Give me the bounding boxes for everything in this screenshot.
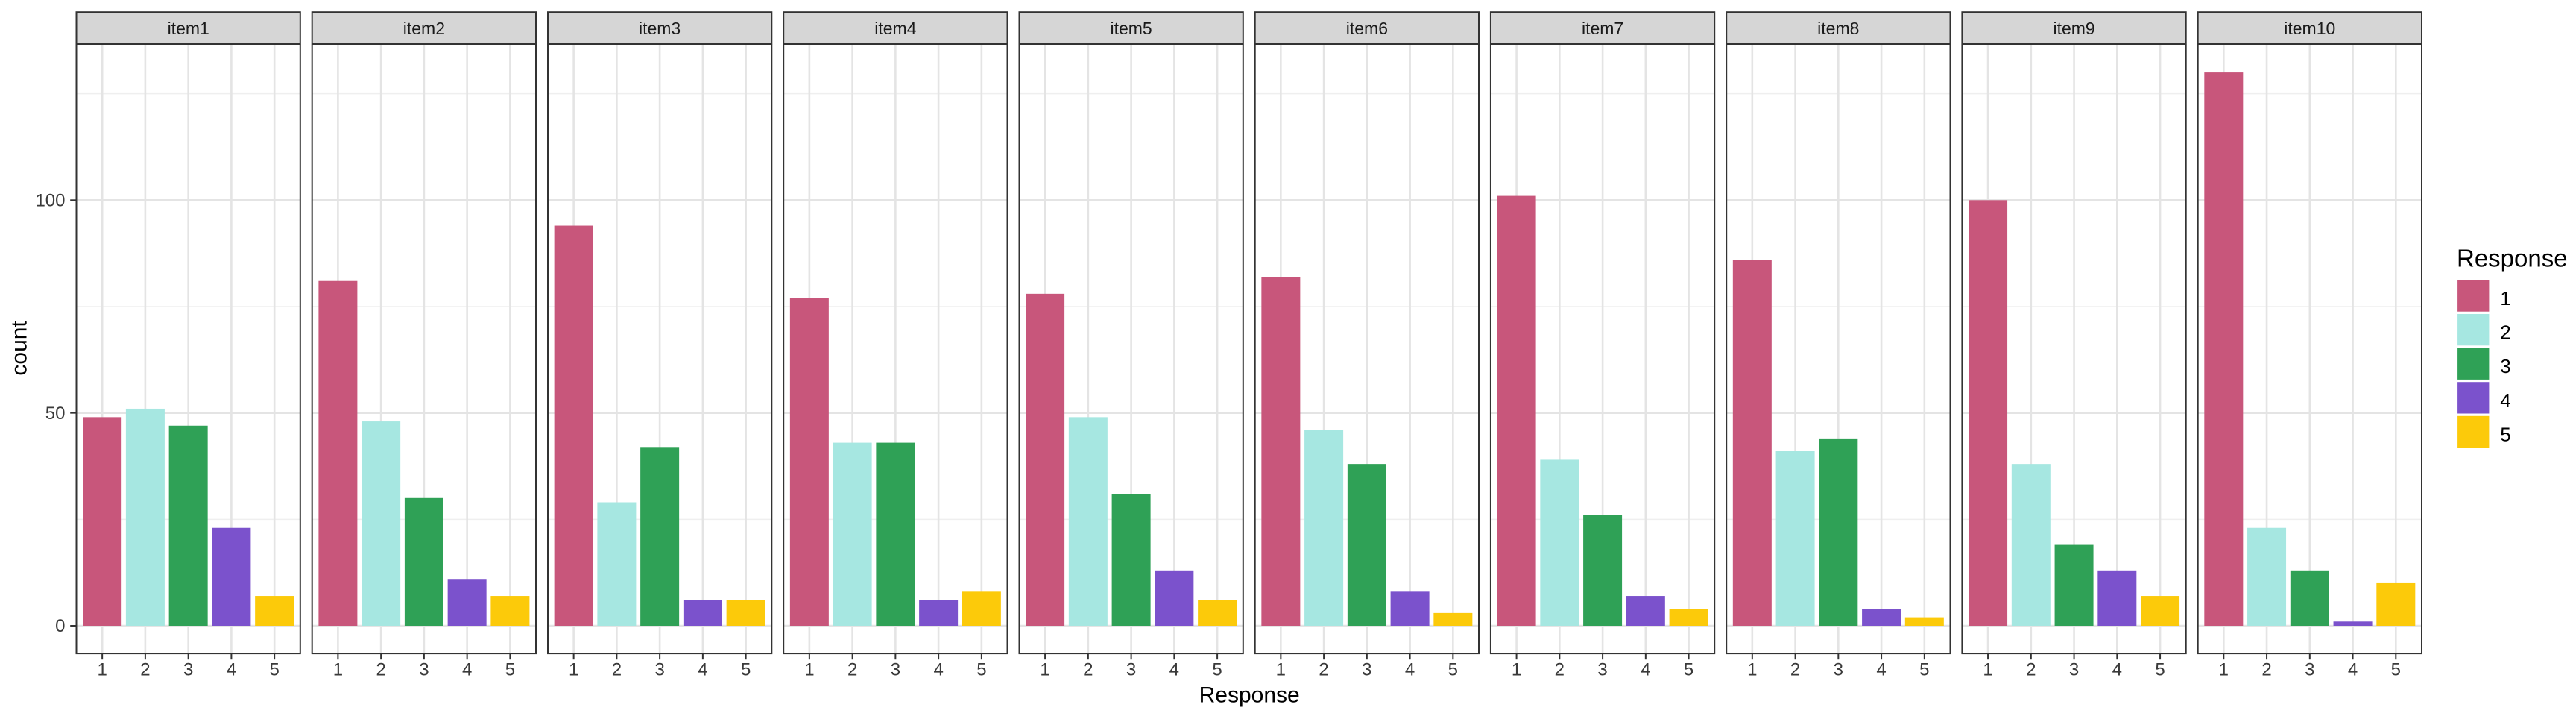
svg-text:item7: item7 (1582, 19, 1623, 38)
svg-text:1: 1 (2500, 287, 2510, 310)
svg-text:3: 3 (1362, 660, 1371, 680)
svg-text:3: 3 (2069, 660, 2079, 680)
svg-text:item6: item6 (1346, 19, 1388, 38)
svg-text:item3: item3 (639, 19, 681, 38)
svg-text:1: 1 (97, 660, 107, 680)
svg-text:item10: item10 (2284, 19, 2335, 38)
svg-text:5: 5 (976, 660, 986, 680)
svg-text:item4: item4 (874, 19, 916, 38)
svg-text:5: 5 (1919, 660, 1929, 680)
svg-text:2: 2 (1790, 660, 1800, 680)
svg-text:3: 3 (654, 660, 664, 680)
svg-text:3: 3 (1126, 660, 1136, 680)
svg-text:2: 2 (1319, 660, 1328, 680)
svg-text:3: 3 (2500, 355, 2510, 377)
svg-text:3: 3 (419, 660, 429, 680)
svg-text:3: 3 (891, 660, 900, 680)
svg-text:50: 50 (45, 403, 66, 424)
svg-text:3: 3 (183, 660, 193, 680)
svg-text:4: 4 (933, 660, 943, 680)
svg-text:4: 4 (2500, 389, 2510, 412)
svg-text:item2: item2 (403, 19, 445, 38)
svg-text:1: 1 (804, 660, 814, 680)
svg-text:Response: Response (2457, 245, 2568, 272)
svg-text:4: 4 (1169, 660, 1179, 680)
svg-text:2: 2 (2500, 321, 2510, 344)
svg-text:2: 2 (1083, 660, 1093, 680)
svg-text:2: 2 (1555, 660, 1565, 680)
svg-text:5: 5 (2155, 660, 2165, 680)
svg-text:4: 4 (227, 660, 236, 680)
svg-text:4: 4 (1405, 660, 1415, 680)
svg-text:2: 2 (140, 660, 150, 680)
svg-text:1: 1 (1276, 660, 1286, 680)
svg-text:4: 4 (2348, 660, 2358, 680)
svg-text:4: 4 (1641, 660, 1650, 680)
svg-text:5: 5 (2500, 423, 2510, 445)
svg-text:1: 1 (333, 660, 343, 680)
svg-text:3: 3 (1597, 660, 1607, 680)
svg-text:1: 1 (1040, 660, 1049, 680)
svg-text:Response: Response (1199, 683, 1300, 708)
svg-text:5: 5 (269, 660, 279, 680)
svg-text:0: 0 (55, 616, 65, 636)
svg-text:100: 100 (35, 190, 65, 210)
svg-text:item9: item9 (2053, 19, 2094, 38)
svg-text:3: 3 (1834, 660, 1843, 680)
svg-text:5: 5 (2391, 660, 2401, 680)
svg-text:2: 2 (2261, 660, 2271, 680)
svg-text:1: 1 (2219, 660, 2229, 680)
svg-text:1: 1 (1983, 660, 1992, 680)
svg-text:2: 2 (2026, 660, 2036, 680)
svg-text:5: 5 (741, 660, 751, 680)
svg-text:5: 5 (1684, 660, 1693, 680)
svg-text:4: 4 (698, 660, 707, 680)
svg-text:item1: item1 (168, 19, 209, 38)
svg-text:4: 4 (2112, 660, 2122, 680)
svg-text:2: 2 (612, 660, 622, 680)
svg-text:count: count (7, 321, 32, 376)
svg-text:1: 1 (569, 660, 578, 680)
svg-text:2: 2 (847, 660, 857, 680)
svg-text:4: 4 (1876, 660, 1886, 680)
svg-text:5: 5 (1212, 660, 1222, 680)
svg-text:item8: item8 (1817, 19, 1859, 38)
svg-text:3: 3 (2305, 660, 2314, 680)
svg-text:5: 5 (1448, 660, 1458, 680)
svg-text:2: 2 (376, 660, 385, 680)
svg-text:5: 5 (505, 660, 515, 680)
svg-text:1: 1 (1747, 660, 1757, 680)
svg-text:item5: item5 (1110, 19, 1152, 38)
svg-text:1: 1 (1512, 660, 1521, 680)
svg-text:4: 4 (462, 660, 472, 680)
